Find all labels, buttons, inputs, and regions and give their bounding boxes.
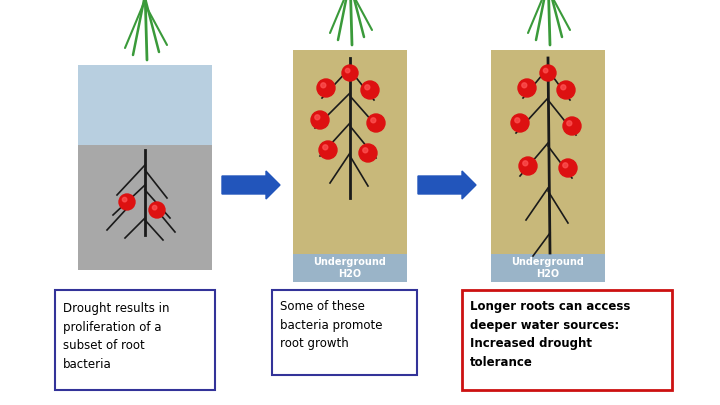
Circle shape — [561, 85, 566, 90]
Bar — [491, 254, 605, 282]
Circle shape — [321, 83, 326, 88]
Bar — [491, 50, 605, 282]
Circle shape — [363, 148, 368, 153]
Circle shape — [371, 118, 376, 123]
Bar — [55, 290, 215, 390]
Circle shape — [563, 163, 568, 168]
Circle shape — [359, 144, 377, 162]
Circle shape — [153, 205, 157, 210]
Bar — [293, 50, 407, 282]
Circle shape — [544, 68, 548, 73]
Circle shape — [122, 197, 127, 202]
FancyArrow shape — [222, 171, 280, 199]
Text: Drought results in
proliferation of a
subset of root
bacteria: Drought results in proliferation of a su… — [63, 302, 169, 371]
Circle shape — [317, 79, 335, 97]
Circle shape — [523, 161, 528, 166]
Circle shape — [119, 194, 135, 210]
Circle shape — [522, 83, 527, 88]
FancyArrow shape — [418, 171, 476, 199]
Bar — [272, 290, 417, 375]
Text: Some of these
bacteria promote
root growth: Some of these bacteria promote root grow… — [280, 300, 382, 350]
Circle shape — [511, 114, 529, 132]
Circle shape — [346, 68, 350, 73]
Circle shape — [149, 202, 165, 218]
Circle shape — [563, 117, 581, 135]
Circle shape — [342, 65, 358, 81]
Circle shape — [557, 81, 575, 99]
Circle shape — [365, 85, 370, 90]
Circle shape — [323, 145, 328, 150]
Bar — [78, 65, 212, 270]
Bar — [293, 254, 407, 282]
Text: Underground
H2O: Underground H2O — [512, 257, 585, 279]
Circle shape — [311, 111, 329, 129]
Bar — [462, 290, 672, 390]
Bar — [78, 65, 212, 145]
Circle shape — [361, 81, 379, 99]
Circle shape — [315, 115, 320, 120]
Text: Underground
H2O: Underground H2O — [314, 257, 387, 279]
Circle shape — [540, 65, 556, 81]
Circle shape — [367, 114, 385, 132]
Circle shape — [519, 157, 537, 175]
Circle shape — [515, 118, 520, 123]
Circle shape — [559, 159, 577, 177]
Circle shape — [567, 121, 572, 126]
Circle shape — [319, 141, 337, 159]
Text: Longer roots can access
deeper water sources:
Increased drought
tolerance: Longer roots can access deeper water sou… — [470, 300, 631, 369]
Circle shape — [518, 79, 536, 97]
